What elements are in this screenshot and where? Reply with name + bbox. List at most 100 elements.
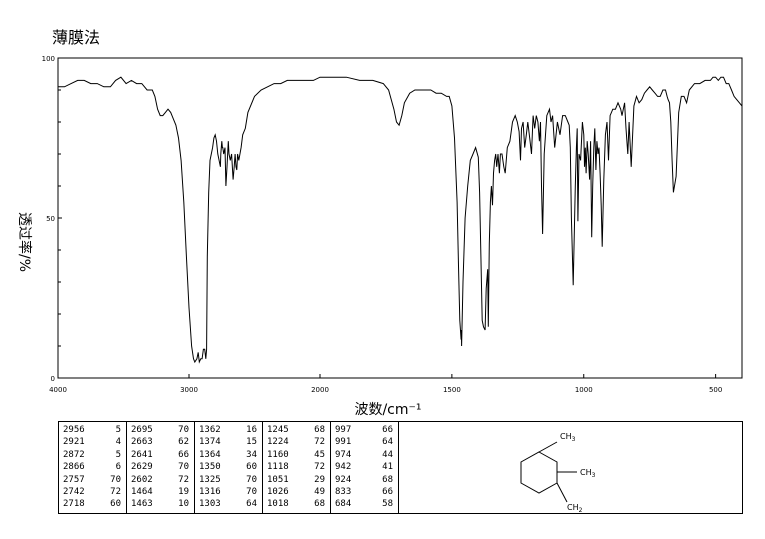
x-tick-label: 3000 bbox=[180, 386, 198, 394]
peak-table-row: 2872 5 bbox=[63, 449, 126, 461]
x-tick-label: 1500 bbox=[443, 386, 461, 394]
peak-wavenumber: 1160 bbox=[267, 449, 289, 460]
peak-wavenumber: 942 bbox=[335, 462, 352, 473]
peak-table-row: 684 58 bbox=[335, 498, 398, 510]
peak-table-row: 1463 10 bbox=[131, 498, 194, 510]
peak-transmittance: 49 bbox=[314, 486, 325, 497]
x-tick-label: 500 bbox=[709, 386, 722, 394]
peak-wavenumber: 2629 bbox=[131, 462, 153, 473]
bond-methyl-top bbox=[538, 441, 558, 453]
substituent-label: CH3 bbox=[560, 432, 576, 443]
x-axis-label: 波数/cm⁻¹ bbox=[354, 402, 421, 418]
peak-table-row: 833 66 bbox=[335, 486, 398, 498]
peak-transmittance: 68 bbox=[382, 474, 393, 485]
peak-table-row: 2866 6 bbox=[63, 461, 126, 473]
peak-transmittance: 66 bbox=[178, 449, 189, 460]
peak-table-row: 1160 45 bbox=[267, 449, 330, 461]
y-tick-label: 100 bbox=[42, 55, 55, 63]
peak-table-column: 1245 68 1224 72 1160 45 1118 72 1051 29 1026 49 1018… bbox=[263, 422, 331, 513]
page-title: 薄膜法 bbox=[52, 28, 101, 47]
peak-table-row: 2757 70 bbox=[63, 474, 126, 486]
peak-wavenumber: 1350 bbox=[199, 462, 221, 473]
peak-transmittance: 19 bbox=[178, 486, 189, 497]
peak-table-row: 2742 72 bbox=[63, 486, 126, 498]
peak-transmittance: 64 bbox=[382, 437, 393, 448]
peak-transmittance: 70 bbox=[246, 486, 257, 497]
peak-wavenumber: 1464 bbox=[131, 486, 153, 497]
peak-table-row: 2956 5 bbox=[63, 424, 126, 436]
peak-transmittance: 34 bbox=[246, 449, 257, 460]
peak-transmittance: 10 bbox=[178, 499, 189, 510]
peak-table-row: 991 64 bbox=[335, 436, 398, 448]
peak-transmittance: 58 bbox=[382, 499, 393, 510]
peak-transmittance: 66 bbox=[382, 486, 393, 497]
peak-table-row: 2663 62 bbox=[131, 436, 194, 448]
peak-table-row: 1316 70 bbox=[199, 486, 262, 498]
peak-transmittance: 29 bbox=[314, 474, 325, 485]
peak-wavenumber: 2757 bbox=[63, 474, 85, 485]
y-tick-label: 50 bbox=[46, 215, 55, 223]
peak-table-row: 1118 72 bbox=[267, 461, 330, 473]
peak-transmittance: 60 bbox=[110, 499, 121, 510]
peak-wavenumber: 997 bbox=[335, 425, 352, 435]
peak-transmittance: 5 bbox=[115, 425, 121, 435]
peak-wavenumber: 2866 bbox=[63, 462, 85, 473]
peak-wavenumber: 1245 bbox=[267, 425, 289, 435]
peak-transmittance: 60 bbox=[246, 462, 257, 473]
peak-wavenumber: 2695 bbox=[131, 425, 153, 435]
peak-table-row: 2921 4 bbox=[63, 436, 126, 448]
peak-wavenumber: 1051 bbox=[267, 474, 289, 485]
peak-transmittance: 70 bbox=[178, 462, 189, 473]
peak-table-row: 1303 64 bbox=[199, 498, 262, 510]
bond-methyl-bottom bbox=[556, 482, 568, 503]
peak-transmittance: 70 bbox=[246, 474, 257, 485]
y-axis-label: 透过率/% bbox=[16, 212, 33, 272]
peak-table-row: 942 41 bbox=[335, 461, 398, 473]
peak-transmittance: 70 bbox=[110, 474, 121, 485]
x-tick-label: 1000 bbox=[575, 386, 593, 394]
peak-transmittance: 62 bbox=[178, 437, 189, 448]
peak-wavenumber: 1316 bbox=[199, 486, 221, 497]
peak-table-row: 1224 72 bbox=[267, 436, 330, 448]
peak-wavenumber: 1018 bbox=[267, 499, 289, 510]
peak-transmittance: 72 bbox=[314, 462, 325, 473]
peak-table-row: 1350 60 bbox=[199, 461, 262, 473]
peak-table-row: 2695 70 bbox=[131, 424, 194, 436]
peak-transmittance: 16 bbox=[246, 425, 257, 435]
peak-wavenumber: 2742 bbox=[63, 486, 85, 497]
peak-transmittance: 72 bbox=[178, 474, 189, 485]
plot-frame bbox=[57, 57, 743, 379]
peak-table-row: 1245 68 bbox=[267, 424, 330, 436]
peak-wavenumber: 1325 bbox=[199, 474, 221, 485]
substituent-label: CH3 bbox=[580, 468, 596, 479]
peak-transmittance: 68 bbox=[314, 499, 325, 510]
series-line-transmittance bbox=[58, 76, 743, 364]
peak-table-row: 2602 72 bbox=[131, 474, 194, 486]
peak-table-row: 1362 16 bbox=[199, 424, 262, 436]
peak-transmittance: 6 bbox=[115, 462, 121, 473]
peak-table-row: 1464 19 bbox=[131, 486, 194, 498]
peak-table-row: 2641 66 bbox=[131, 449, 194, 461]
peak-wavenumber: 833 bbox=[335, 486, 352, 497]
peak-table-column: 1362 16 1374 15 1364 34 1350 60 1325 70 1316 70 1303… bbox=[195, 422, 263, 513]
peak-wavenumber: 1303 bbox=[199, 499, 221, 510]
peak-wavenumber: 1118 bbox=[267, 462, 289, 473]
peak-transmittance: 64 bbox=[246, 499, 257, 510]
peak-transmittance: 70 bbox=[178, 425, 189, 435]
peak-wavenumber: 684 bbox=[335, 499, 352, 510]
structure-diagram: CH3 CH3 CH2 bbox=[399, 422, 742, 513]
peak-wavenumber: 2602 bbox=[131, 474, 153, 485]
peak-wavenumber: 1374 bbox=[199, 437, 221, 448]
y-tick-label: 0 bbox=[51, 375, 55, 383]
peak-table-column: 2956 5 2921 4 2872 5 2866 6 2757 70 2742 72 2718 60 bbox=[59, 422, 127, 513]
peak-table-column: 997 66 991 64 974 44 942 41 924 68 833 66 684 58 bbox=[331, 422, 399, 513]
peak-table-row: 997 66 bbox=[335, 424, 398, 436]
peak-table-row: 1325 70 bbox=[199, 474, 262, 486]
peak-table-row: 1374 15 bbox=[199, 436, 262, 448]
peak-transmittance: 66 bbox=[382, 425, 393, 435]
peak-wavenumber: 1026 bbox=[267, 486, 289, 497]
peak-table-column: 2695 70 2663 62 2641 66 2629 70 2602 72 1464 19 1463… bbox=[127, 422, 195, 513]
peak-wavenumber: 2641 bbox=[131, 449, 153, 460]
peak-table-row: 1018 68 bbox=[267, 498, 330, 510]
